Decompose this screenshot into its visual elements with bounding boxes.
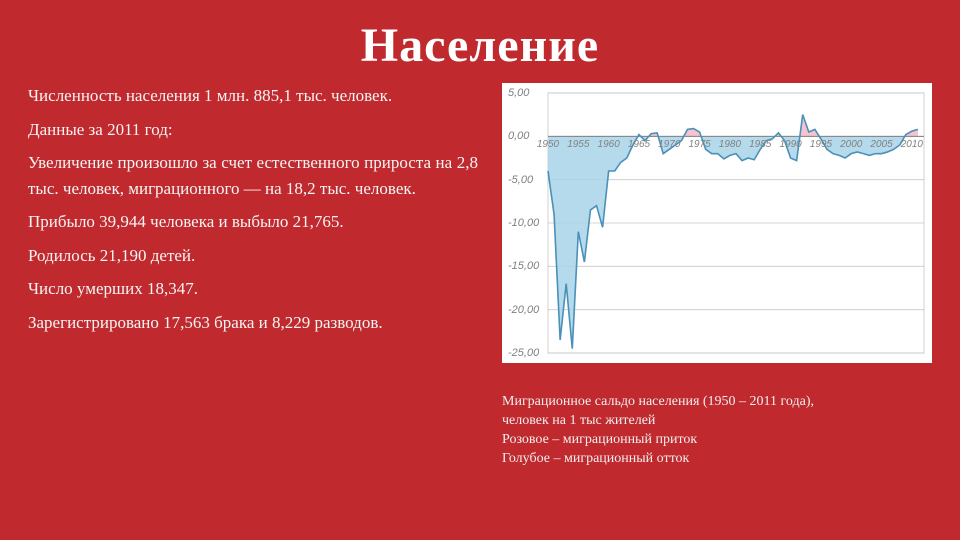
x-tick-label: 2000 — [840, 139, 862, 150]
para-2: Данные за 2011 год: — [28, 117, 478, 143]
x-tick-label: 1960 — [598, 139, 620, 150]
caption-line-2: человек на 1 тыс жителей — [502, 412, 932, 431]
para-6: Число умерших 18,347. — [28, 276, 478, 302]
y-tick-label: -20,00 — [508, 304, 539, 316]
x-tick-label: 1970 — [658, 139, 680, 150]
x-tick-label: 1990 — [779, 139, 801, 150]
y-tick-label: 0,00 — [508, 130, 529, 142]
y-tick-label: -25,00 — [508, 347, 539, 359]
x-tick-label: 2010 — [901, 139, 923, 150]
x-tick-label: 1950 — [537, 139, 559, 150]
x-tick-label: 1985 — [749, 139, 771, 150]
chart-column: 5,00 0,00 -5,00 -10,00 -15,00 -20,00 -25,00 195… — [502, 83, 932, 469]
y-tick-label: 5,00 — [508, 87, 529, 99]
slide-title: Население — [0, 0, 960, 83]
y-tick-label: -10,00 — [508, 217, 539, 229]
text-column: Численность населения 1 млн. 885,1 тыс. … — [28, 83, 478, 469]
caption-line-4: Голубое – миграционный отток — [502, 450, 932, 469]
para-3: Увеличение произошло за счет естественно… — [28, 150, 478, 201]
x-tick-label: 1975 — [688, 139, 710, 150]
y-tick-label: -15,00 — [508, 260, 539, 272]
caption-line-1: Миграционное сальдо населения (1950 – 20… — [502, 393, 932, 412]
caption-line-3: Розовое – миграционный приток — [502, 431, 932, 450]
x-tick-label: 1980 — [719, 139, 741, 150]
x-tick-label: 2005 — [870, 139, 892, 150]
y-tick-label: -5,00 — [508, 174, 533, 186]
chart-caption: Миграционное сальдо населения (1950 – 20… — [502, 393, 932, 469]
chart-svg — [502, 83, 932, 363]
para-5: Родилось 21,190 детей. — [28, 243, 478, 269]
para-7: Зарегистрировано 17,563 брака и 8,229 ра… — [28, 310, 478, 336]
para-1: Численность населения 1 млн. 885,1 тыс. … — [28, 83, 478, 109]
x-tick-label: 1995 — [810, 139, 832, 150]
migration-chart: 5,00 0,00 -5,00 -10,00 -15,00 -20,00 -25,00 195… — [502, 83, 932, 363]
para-4: Прибыло 39,944 человека и выбыло 21,765. — [28, 209, 478, 235]
content-row: Численность населения 1 млн. 885,1 тыс. … — [0, 83, 960, 469]
x-tick-label: 1965 — [628, 139, 650, 150]
x-tick-label: 1955 — [567, 139, 589, 150]
